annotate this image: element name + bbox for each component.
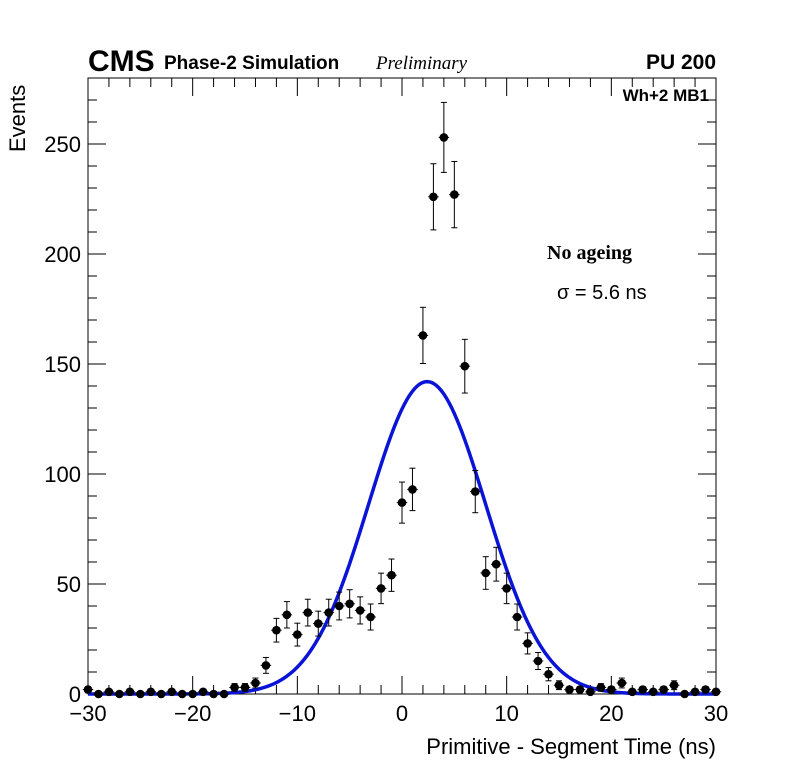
y-tick-label: 50 (57, 572, 81, 597)
data-point (680, 689, 689, 699)
data-point (544, 669, 553, 679)
data-point (272, 625, 281, 635)
plot-frame (87, 77, 717, 695)
data-point (512, 612, 522, 622)
data-point (345, 599, 354, 609)
data-point (565, 685, 574, 694)
data-point (397, 498, 407, 507)
data-point (607, 685, 616, 694)
data-point (324, 608, 334, 617)
cms-label: CMS (88, 45, 155, 78)
data-point (188, 689, 197, 699)
sigma-label: σ = 5.6 ns (557, 282, 647, 304)
data-point (146, 687, 156, 697)
data-point (418, 331, 428, 340)
data-point (491, 559, 501, 569)
data-point (167, 687, 177, 697)
y-tick-label: 0 (69, 682, 81, 707)
data-point (701, 685, 710, 694)
x-tick-label: 20 (599, 701, 623, 726)
data-point (156, 689, 166, 699)
data-point (533, 656, 543, 666)
data-point (282, 610, 292, 620)
y-tick-label: 100 (44, 462, 81, 487)
data-point (230, 683, 239, 692)
simulation-label: Phase-2 Simulation (164, 53, 339, 74)
condition-label: No ageing (547, 242, 632, 264)
data-point (293, 630, 302, 639)
data-point (659, 685, 668, 694)
data-point (83, 685, 93, 694)
data-point (366, 612, 375, 622)
data-points-group (82, 101, 722, 699)
data-point (617, 678, 627, 688)
y-tick-label: 200 (44, 242, 81, 267)
data-point (575, 685, 585, 694)
data-point (387, 570, 396, 580)
data-point (648, 687, 658, 697)
x-tick-label: 30 (704, 701, 728, 726)
fit-curve-group (88, 379, 716, 696)
data-point (313, 619, 323, 628)
plot-area-border (87, 77, 717, 695)
data-point (460, 361, 470, 371)
data-point (450, 190, 459, 199)
x-tick-label: 10 (494, 701, 518, 726)
data-point (115, 689, 124, 699)
preliminary-label: Preliminary (375, 53, 468, 74)
pileup-label: PU 200 (646, 51, 716, 74)
data-point (355, 606, 365, 615)
data-point (261, 661, 271, 670)
data-point (439, 133, 449, 142)
data-point (638, 685, 648, 694)
axis-ticks: −30 −20 −10 0 10 20 30 0 50 100 150 200 250 (44, 77, 728, 726)
data-point (502, 584, 511, 593)
data-point (94, 689, 103, 699)
x-tick-label: −30 (69, 701, 106, 726)
y-axis-title: Events (5, 85, 30, 152)
data-point (408, 485, 417, 494)
data-point (251, 678, 260, 688)
data-point (690, 687, 700, 697)
data-point (596, 683, 606, 692)
x-tick-label: 0 (396, 701, 408, 726)
data-point (554, 680, 564, 690)
x-tick-label: −10 (279, 701, 316, 726)
y-tick-label: 250 (44, 132, 81, 157)
data-point (627, 687, 637, 697)
data-point (104, 687, 114, 697)
data-point (429, 192, 438, 202)
data-point (219, 689, 229, 699)
data-point (125, 687, 135, 697)
data-point (376, 584, 386, 593)
data-point (198, 687, 208, 697)
data-point (711, 687, 721, 697)
y-tick-label: 150 (44, 352, 81, 377)
x-axis-title: Primitive - Segment Time (ns) (426, 734, 716, 759)
gaussian-fit-curve (88, 379, 716, 696)
data-point (523, 639, 532, 648)
data-point (303, 608, 313, 617)
x-tick-label: −20 (174, 701, 211, 726)
data-point (334, 601, 344, 611)
data-point (586, 687, 595, 697)
data-point (177, 689, 187, 699)
data-point (240, 683, 250, 692)
data-point (481, 568, 491, 578)
data-point (136, 689, 145, 699)
region-label: Wh+2 MB1 (623, 86, 709, 105)
data-point (470, 487, 480, 496)
data-point (669, 680, 679, 690)
data-point (209, 689, 218, 699)
